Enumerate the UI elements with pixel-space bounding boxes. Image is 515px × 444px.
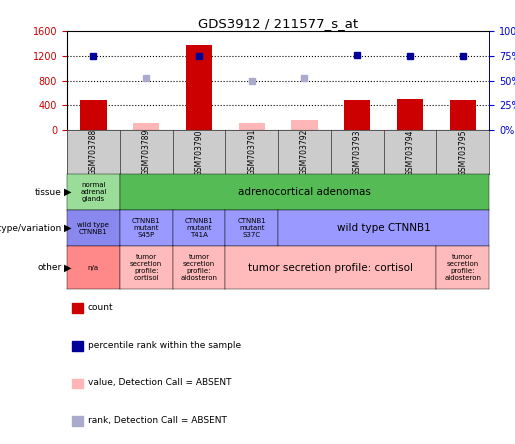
Text: other: other	[38, 263, 62, 272]
Text: tumor
secretion
profile:
cortisol: tumor secretion profile: cortisol	[130, 254, 162, 281]
Text: GSM703793: GSM703793	[353, 129, 362, 175]
Text: count: count	[88, 303, 113, 312]
Text: GSM703790: GSM703790	[195, 129, 203, 175]
Text: rank, Detection Call = ABSENT: rank, Detection Call = ABSENT	[88, 416, 227, 425]
Bar	[238, 123, 265, 130]
Text: GSM703792: GSM703792	[300, 129, 309, 175]
Text: GSM703789: GSM703789	[142, 129, 150, 175]
Text: tumor
secretion
profile:
aldosteron: tumor secretion profile: aldosteron	[180, 254, 217, 281]
Text: GSM703791: GSM703791	[247, 129, 256, 175]
Text: GSM703794: GSM703794	[406, 129, 415, 175]
Text: wild type
CTNNB1: wild type CTNNB1	[77, 222, 109, 235]
Text: GSM703795: GSM703795	[458, 129, 467, 175]
Text: tumor
secretion
profile:
aldosteron: tumor secretion profile: aldosteron	[444, 254, 482, 281]
Text: tissue: tissue	[35, 188, 62, 197]
Text: ▶: ▶	[64, 262, 72, 273]
Bar	[186, 45, 212, 130]
Text: ▶: ▶	[64, 223, 72, 233]
Text: wild type CTNNB1: wild type CTNNB1	[337, 223, 431, 233]
Bar	[133, 123, 159, 130]
Text: CTNNB1
mutant
S45P: CTNNB1 mutant S45P	[132, 218, 161, 238]
Text: CTNNB1
mutant
T41A: CTNNB1 mutant T41A	[184, 218, 213, 238]
Title: GDS3912 / 211577_s_at: GDS3912 / 211577_s_at	[198, 17, 358, 30]
Text: value, Detection Call = ABSENT: value, Detection Call = ABSENT	[88, 378, 231, 388]
Text: percentile rank within the sample: percentile rank within the sample	[88, 341, 241, 350]
Bar	[80, 100, 107, 130]
Bar	[291, 120, 318, 130]
Text: adrenocortical adenomas: adrenocortical adenomas	[238, 187, 371, 197]
Text: genotype/variation: genotype/variation	[0, 224, 62, 233]
Bar	[397, 99, 423, 130]
Text: n/a: n/a	[88, 265, 99, 270]
Bar	[344, 100, 370, 130]
Text: GSM703788: GSM703788	[89, 129, 98, 175]
Text: CTNNB1
mutant
S37C: CTNNB1 mutant S37C	[237, 218, 266, 238]
Bar	[450, 100, 476, 130]
Text: normal
adrenal
glands: normal adrenal glands	[80, 182, 107, 202]
Text: tumor secretion profile: cortisol: tumor secretion profile: cortisol	[248, 262, 414, 273]
Text: ▶: ▶	[64, 187, 72, 197]
